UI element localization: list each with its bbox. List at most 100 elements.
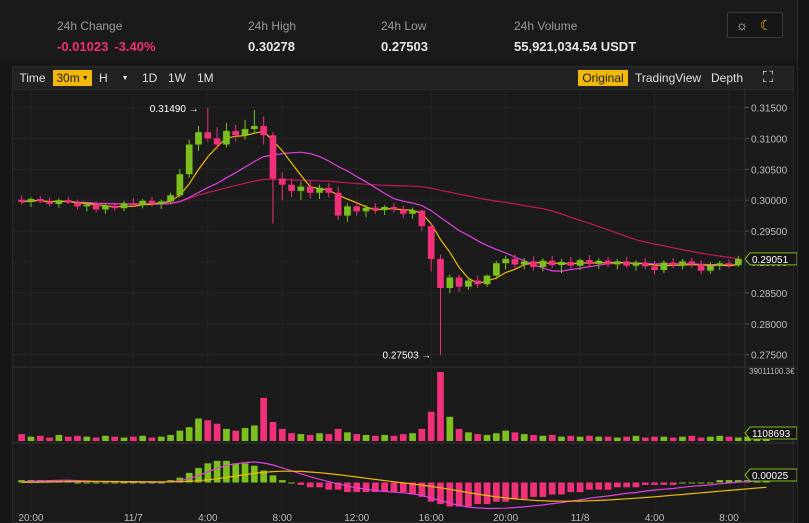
macd-bar (716, 480, 724, 483)
candle (623, 257, 631, 269)
stat-24h-low: 24h Low 0.27503 (381, 19, 428, 54)
interval-1w[interactable]: 1W (168, 71, 186, 85)
candle (27, 197, 35, 207)
macd-bar (558, 482, 565, 495)
view-tradingview[interactable]: TradingView (635, 71, 702, 85)
candle-body (371, 207, 379, 211)
volume-current-label: 1108693 (752, 429, 791, 440)
macd-bar (260, 470, 268, 483)
volume-bar (213, 423, 221, 441)
candle (83, 202, 91, 212)
candle (483, 274, 491, 287)
volume-bar (325, 434, 333, 441)
theme-toggle[interactable]: ☼ ☾ (727, 12, 783, 38)
ticker-stats-bar: 24h Change -0.01023 -3.40% 24h High 0.302… (0, 0, 809, 62)
candle (176, 169, 184, 198)
volume-bar (558, 436, 565, 441)
stat-label: 24h Change (57, 19, 123, 33)
candle (474, 275, 482, 288)
macd-bar (623, 482, 631, 488)
candle (278, 172, 286, 201)
macd-bar (129, 482, 137, 484)
volume-bar (353, 434, 361, 441)
volume-bar (530, 434, 537, 441)
macd-bar (688, 482, 696, 484)
macd-dea-line (21, 470, 767, 502)
view-original[interactable]: Original (578, 70, 628, 86)
macd-bar (204, 463, 212, 483)
volume-bar (334, 428, 342, 441)
candle (195, 126, 202, 151)
candle-body (353, 206, 361, 212)
time-axis-label: 4:00 (645, 513, 665, 523)
candle-body (27, 198, 35, 203)
candle (399, 205, 407, 218)
interval-30m[interactable]: 30m ▼ (53, 70, 92, 86)
volume-bar (390, 435, 398, 441)
macd-bar (344, 482, 351, 493)
volume-bar (679, 436, 686, 441)
candle-body (455, 277, 463, 287)
candle-body (409, 210, 416, 214)
candle-body (483, 275, 491, 285)
candle-body (595, 260, 603, 264)
candle-body (437, 258, 444, 288)
stat-24h-change: 24h Change -0.01023 -3.40% (57, 19, 162, 54)
candle (344, 203, 351, 222)
time-axis-label: 8:00 (273, 513, 293, 523)
candle-body (278, 178, 286, 185)
volume-bar (102, 435, 109, 441)
candle (455, 274, 463, 292)
volume-current-tag (744, 426, 797, 440)
interval-time[interactable]: Time (19, 71, 46, 85)
interval-30m-label: 30m (56, 71, 80, 85)
volume-bar (260, 397, 268, 441)
candle-body (325, 187, 333, 193)
price-tick-label: 0.28500 (751, 289, 788, 300)
macd-bar (306, 482, 314, 488)
candle-body (725, 263, 733, 266)
candle-body (260, 126, 268, 136)
candle (707, 262, 714, 274)
candle (530, 256, 537, 271)
candle (55, 198, 63, 208)
time-axis-label: 4:00 (198, 513, 218, 523)
macd-bar (427, 482, 435, 502)
candle (492, 260, 500, 280)
fullscreen-icon[interactable]: ⛶ (762, 69, 774, 86)
time-axis-label: 11/7 (124, 513, 143, 523)
candle-body (157, 201, 165, 204)
chart-toolbar: Time 30m ▼ H ▼ 1D 1W 1M Original TradingVi… (13, 67, 793, 90)
candle-body (651, 266, 658, 271)
macd-current-tag (744, 468, 797, 482)
candle (613, 258, 621, 270)
volume-bar (548, 434, 556, 441)
candle-body (399, 209, 407, 214)
candle-body (707, 265, 714, 271)
interval-1d[interactable]: 1D (142, 71, 158, 85)
interval-hour[interactable]: H ▼ (96, 70, 136, 86)
max-price-label: 0.31490 → (150, 104, 199, 115)
interval-1m[interactable]: 1M (197, 71, 214, 85)
view-depth[interactable]: Depth (711, 71, 744, 85)
min-price-label: 0.27503 → (383, 351, 432, 362)
macd-bar (437, 482, 444, 505)
candle (502, 255, 510, 270)
volume-bar (241, 428, 249, 441)
candle (669, 258, 677, 269)
candle-body (223, 130, 230, 145)
candle (688, 257, 696, 269)
candle-body (120, 203, 128, 209)
candle (167, 192, 174, 204)
candle (232, 124, 240, 142)
caret-down-icon: ▼ (121, 74, 129, 82)
volume-bar (716, 435, 724, 441)
moon-icon[interactable]: ☾ (759, 17, 773, 33)
volume-bar (46, 437, 53, 441)
sun-icon[interactable]: ☼ (735, 17, 749, 33)
volume-bar (669, 437, 677, 441)
candle (148, 197, 156, 207)
macd-bar (725, 480, 733, 483)
volume-bar (492, 433, 500, 441)
ma-long-line (21, 178, 739, 260)
